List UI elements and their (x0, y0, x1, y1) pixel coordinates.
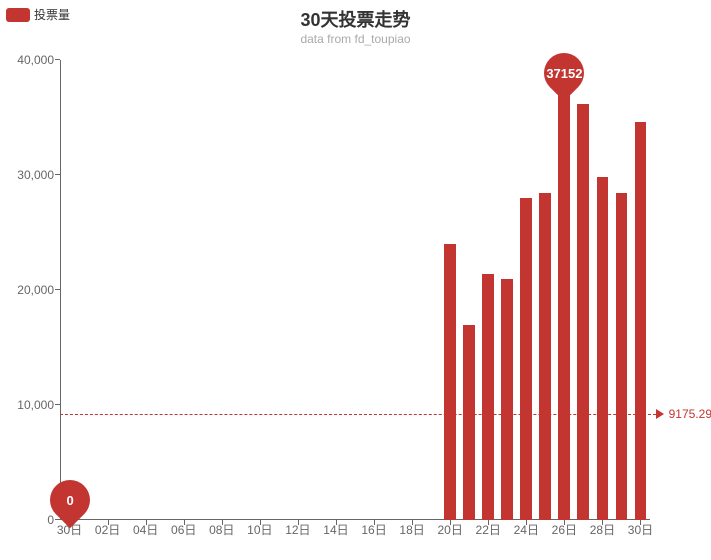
pin-label: 0 (66, 493, 73, 508)
y-tick-label: 30,000 (4, 168, 54, 182)
legend-swatch (6, 8, 30, 22)
average-label: 9175.29 (669, 407, 711, 421)
legend-label: 投票量 (34, 6, 70, 23)
x-tick-mark (146, 520, 147, 525)
legend[interactable]: 投票量 (6, 6, 70, 23)
x-tick-mark (412, 520, 413, 525)
y-tick-mark (55, 174, 60, 175)
bar[interactable] (635, 122, 647, 520)
bar[interactable] (482, 274, 494, 520)
x-tick-mark (526, 520, 527, 525)
y-tick-label: 10,000 (4, 398, 54, 412)
value-marker: 37152 (544, 53, 584, 93)
x-tick-mark (374, 520, 375, 525)
bar[interactable] (597, 177, 609, 520)
chart-subtitle: data from fd_toupiao (300, 32, 410, 46)
x-tick-mark (564, 520, 565, 525)
x-tick-mark (184, 520, 185, 525)
bar[interactable] (616, 193, 628, 520)
x-tick-mark (222, 520, 223, 525)
y-tick-mark (55, 404, 60, 405)
y-tick-label: 40,000 (4, 53, 54, 67)
bar[interactable] (520, 198, 532, 520)
x-tick-mark (640, 520, 641, 525)
pin-dot (66, 516, 74, 524)
x-tick-mark (602, 520, 603, 525)
bar[interactable] (444, 244, 456, 520)
y-tick-mark (55, 289, 60, 290)
chart-title: 30天投票走势 (300, 6, 410, 32)
average-arrow-icon (656, 409, 664, 419)
x-tick-mark (108, 520, 109, 525)
bar[interactable] (558, 93, 570, 520)
pin-label: 37152 (546, 65, 582, 80)
x-tick-mark (298, 520, 299, 525)
y-axis (60, 60, 61, 520)
bar[interactable] (463, 325, 475, 521)
average-line (60, 414, 656, 415)
plot-area: 010,00020,00030,00040,00030日02日04日06日08日… (60, 60, 650, 520)
x-tick-mark (488, 520, 489, 525)
y-tick-mark (55, 59, 60, 60)
x-tick-mark (260, 520, 261, 525)
bar[interactable] (501, 279, 513, 521)
x-tick-mark (336, 520, 337, 525)
bar[interactable] (539, 193, 551, 520)
pin-dot (560, 89, 568, 97)
x-tick-mark (450, 520, 451, 525)
y-tick-label: 20,000 (4, 283, 54, 297)
bar[interactable] (577, 104, 589, 520)
y-tick-label: 0 (4, 513, 54, 527)
value-marker: 0 (50, 480, 90, 520)
